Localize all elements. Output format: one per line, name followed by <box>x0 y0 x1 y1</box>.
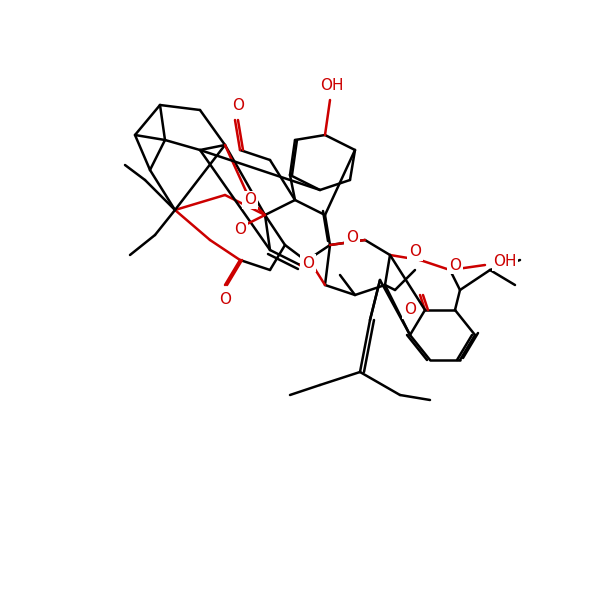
Text: O: O <box>232 97 244 113</box>
Text: O: O <box>449 257 461 272</box>
Text: O: O <box>234 223 246 238</box>
Text: O: O <box>404 302 416 317</box>
Text: O: O <box>346 230 358 245</box>
Text: O: O <box>302 256 314 271</box>
Text: OH: OH <box>320 77 344 92</box>
Text: OH: OH <box>493 254 517 269</box>
Text: O: O <box>409 245 421 259</box>
Text: O: O <box>244 193 256 208</box>
Text: O: O <box>219 292 231 307</box>
